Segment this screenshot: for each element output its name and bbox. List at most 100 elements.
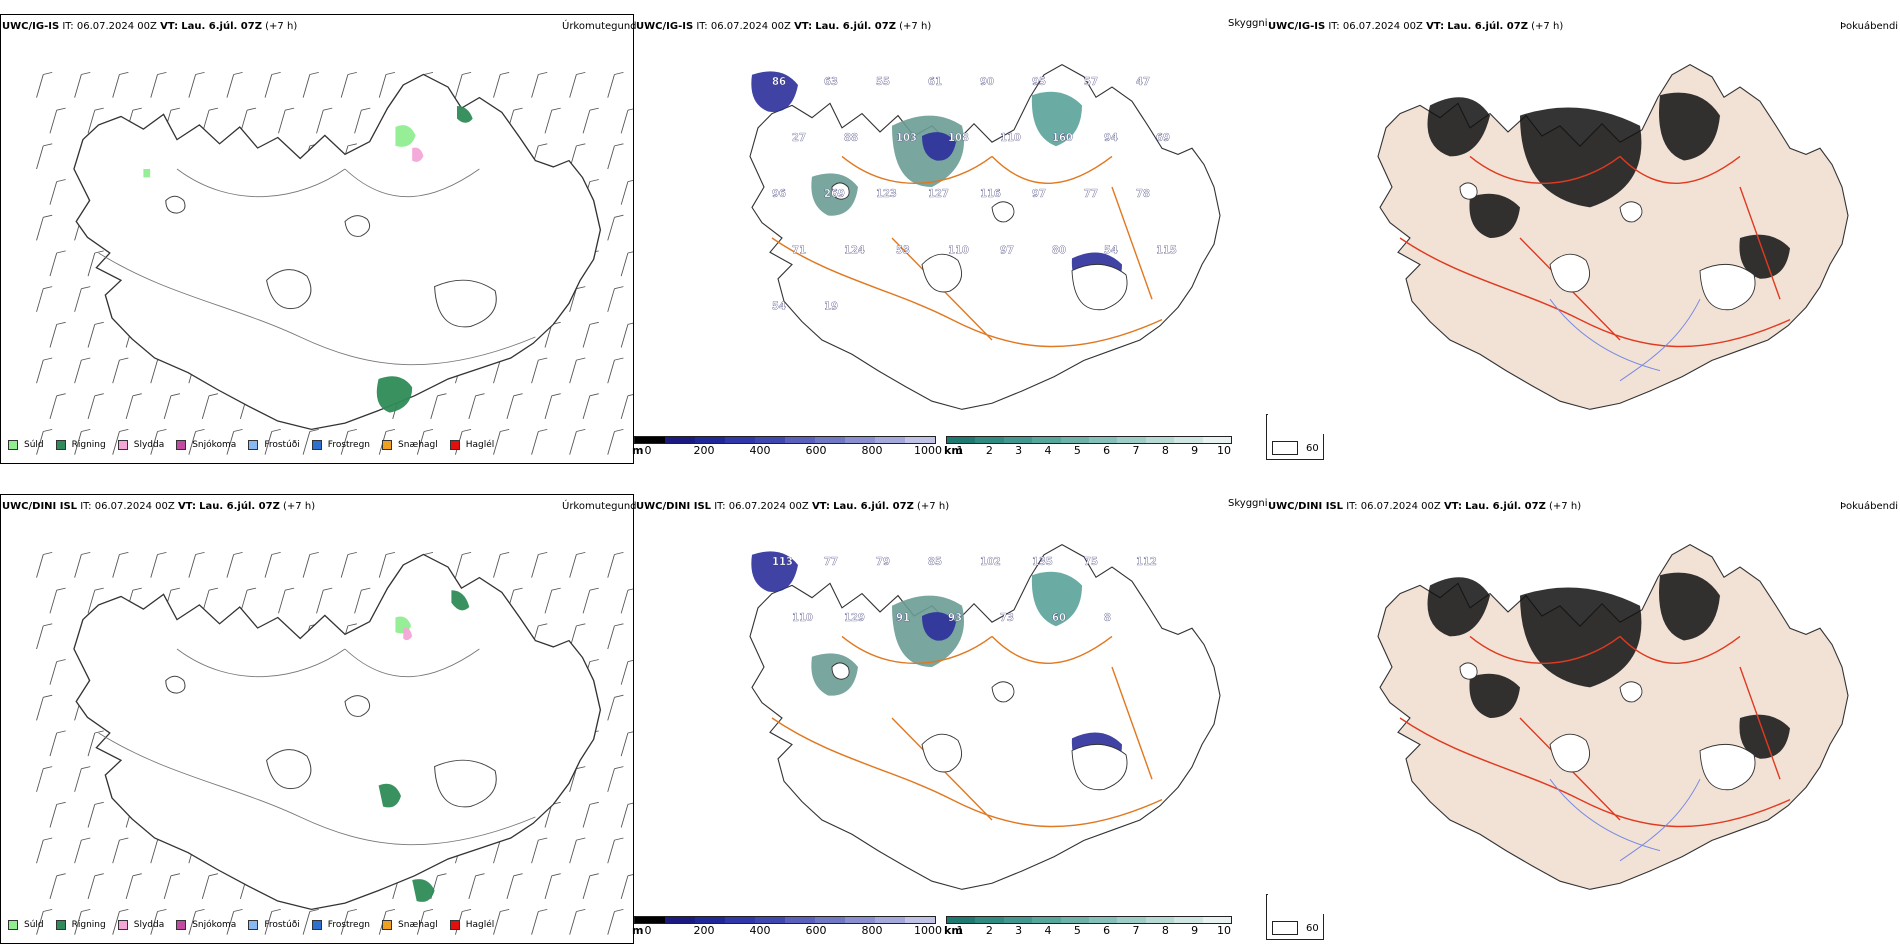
top-visibility-colorbar: km 1 2 3 4 5 6 7 8 9 10 [944, 436, 1232, 457]
wind-barb [569, 766, 586, 792]
wind-barb [569, 908, 586, 935]
wind-barb [163, 873, 181, 900]
precip-area [412, 147, 424, 162]
legend-item: Rigning [55, 920, 106, 930]
colorbar-tick-label: 400 [749, 924, 771, 937]
colorbar-segment [1003, 917, 1033, 923]
wind-barb [36, 214, 53, 241]
bottom-fog-panel [1268, 514, 1900, 914]
wind-barb [112, 908, 129, 935]
wind-barb [36, 357, 53, 384]
colorbar-segment [635, 437, 665, 443]
colorbar-segment [785, 437, 815, 443]
precip-area [395, 125, 416, 147]
wind-barb [188, 71, 205, 98]
legend-item: Frostúði [248, 920, 300, 930]
ceiling-value-label: 160 [1052, 133, 1073, 144]
colorbar-unit: km [944, 924, 963, 937]
wind-barb [493, 908, 510, 935]
wind-barb [278, 587, 295, 614]
vt-label: VT: [1426, 21, 1445, 32]
legend-label: Snæhagl [398, 440, 438, 450]
it-value: 06.07.2024 00Z [728, 501, 809, 512]
river-lines [1549, 778, 1701, 862]
ceiling-value-label: 78 [1136, 189, 1150, 200]
wind-barb [150, 908, 167, 935]
wind-barb [582, 587, 599, 614]
wind-barb [569, 551, 586, 578]
legend-item: Snjókoma [176, 920, 236, 930]
wind-barb [416, 428, 434, 455]
vt-value: Lau. 6.júl. 07Z [815, 21, 896, 32]
colorbar-segment [695, 917, 725, 923]
forecast-offset: (+7 h) [283, 501, 316, 512]
colorbar-tick-label: 3 [1015, 444, 1023, 457]
glacier-outline [1699, 264, 1756, 311]
wind-barb [112, 71, 129, 98]
wind-barb [302, 428, 319, 455]
ceiling-value-label: 91 [896, 613, 910, 624]
wind-barb [49, 730, 66, 757]
ceiling-value-label: 79 [876, 557, 890, 568]
island-outline [749, 63, 1221, 410]
wind-barb [74, 837, 91, 864]
wind-barb [125, 393, 142, 420]
ceiling-value-label: 95 [1032, 77, 1046, 88]
wind-barb [544, 873, 561, 900]
glacier-outline [991, 201, 1015, 223]
cloud-area [1031, 91, 1082, 147]
colorbar-tick-label: 600 [805, 444, 827, 457]
it-value: 06.07.2024 00Z [76, 21, 157, 32]
top-cloud-title: Skyggni [1228, 18, 1268, 29]
fog-map [1377, 63, 1849, 410]
wind-barb [620, 179, 633, 205]
wind-barb [340, 428, 357, 455]
vt-label: VT: [811, 501, 830, 512]
wind-barb [302, 908, 319, 935]
wind-barb [74, 551, 91, 578]
wind-barb [620, 659, 633, 685]
wind-barb [620, 251, 633, 277]
wind-barb [188, 908, 205, 935]
precip-area [376, 376, 413, 413]
colorbar-segment [665, 917, 695, 923]
colorbar-tick-label: 800 [861, 444, 883, 457]
colorbar-tick-label: 600 [805, 924, 827, 937]
wind-barb [49, 250, 66, 277]
legend-item: Frostregn [311, 440, 370, 450]
colorbar-tick-label: 4 [1044, 924, 1052, 937]
wind-barb [620, 731, 633, 757]
wind-barb [607, 694, 624, 721]
colorbar-segment [815, 437, 845, 443]
colorbar-tick-label: 800 [861, 924, 883, 937]
wind-barb [36, 428, 53, 455]
legend-swatch [311, 920, 322, 930]
glacier-outline [344, 695, 371, 717]
wind-barb [74, 357, 91, 384]
wind-barb [582, 393, 599, 420]
wind-barb [74, 908, 91, 935]
wind-barb [36, 623, 53, 650]
colorbar-unit: m [632, 444, 644, 457]
legend-label: Snæhagl [398, 920, 438, 930]
wind-barb [87, 107, 104, 134]
bottom-cloud-title: Skyggni [1228, 498, 1268, 509]
colorbar-segment [1202, 917, 1232, 923]
it-value: 06.07.2024 00Z [1342, 21, 1423, 32]
ceiling-value-label: 269 [824, 189, 845, 200]
legend-swatch [55, 440, 66, 450]
bottom-cloud-panel: 113 77 79 85 102 135 75 112 110 129 91 93 73 60 8 [636, 514, 1266, 914]
precip-area [403, 627, 413, 641]
precip-area [451, 590, 470, 611]
ceiling-value-label: 75 [1084, 557, 1098, 568]
colorbar-tick-label: 200 [693, 444, 715, 457]
forecast-offset: (+7 h) [1549, 501, 1582, 512]
wind-barb [226, 908, 243, 935]
wind-barb [150, 71, 167, 98]
wind-barb [620, 588, 633, 614]
legend-label: Súld [24, 920, 44, 930]
visibility-colorbar-strip [946, 436, 1232, 444]
legend-item: Haglél [449, 440, 494, 450]
vt-value: Lau. 6.júl. 07Z [181, 21, 262, 32]
colorbar-tick-label: 10 [1217, 444, 1231, 457]
